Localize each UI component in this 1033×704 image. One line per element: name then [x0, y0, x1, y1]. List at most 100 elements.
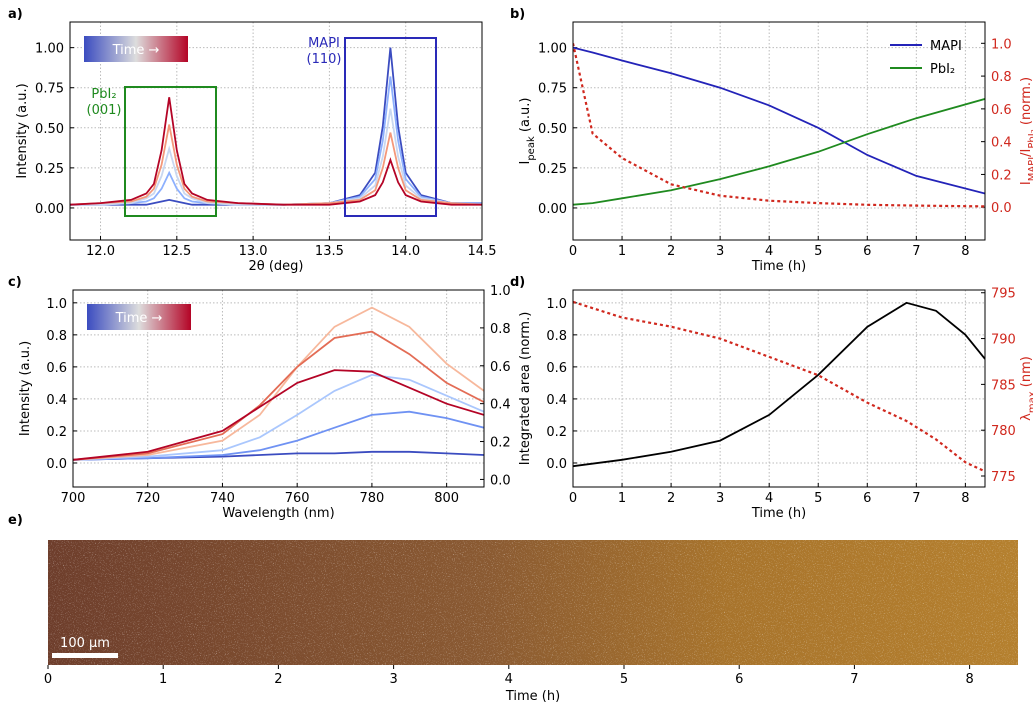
panel-label: c)	[8, 275, 22, 290]
panel-label: e)	[8, 513, 23, 528]
y-axis-label: Ipeak (a.u.)	[518, 97, 537, 164]
y-tick-label: 0.50	[35, 122, 64, 137]
x-tick-label: 780	[359, 491, 384, 506]
x-tick-label: 700	[61, 491, 86, 506]
y-tick-label: 1.00	[35, 42, 64, 57]
series-line	[573, 300, 985, 473]
y-tick-label: 1.00	[538, 42, 567, 57]
legend-label: PbI₂	[930, 62, 955, 77]
y2-tick-label: 0.2	[991, 168, 1012, 183]
x-tick-label: 7	[912, 244, 920, 259]
label-part: MAPI	[1027, 157, 1033, 181]
y-tick-label: 0.4	[546, 393, 567, 408]
y-tick-label: 0.25	[35, 162, 64, 177]
y-tick-label: 0.0	[546, 457, 567, 472]
micrograph-speckle	[48, 540, 1018, 665]
y2-tick-label: 0.8	[490, 322, 511, 337]
y2-tick-label: 0.6	[991, 103, 1012, 118]
x-tick-label: 14.0	[391, 244, 420, 259]
plot-frame	[572, 289, 986, 488]
x-tick-label: 7	[912, 491, 920, 506]
x-tick-label: 8	[961, 244, 969, 259]
x-tick-label: 2	[667, 491, 675, 506]
scale-bar-label: 100 µm	[60, 636, 110, 651]
x-tick-label: 0	[569, 491, 577, 506]
x-axis-label: Time (h)	[751, 259, 806, 274]
x-tick-label: 5	[814, 244, 822, 259]
label-part: max	[1027, 391, 1033, 413]
series-line	[73, 373, 484, 461]
x-tick-label: 800	[434, 491, 459, 506]
label-part: PbI₂	[1027, 129, 1033, 148]
y-tick-label: 0.6	[546, 361, 567, 376]
y-tick-label: 0.0	[46, 457, 67, 472]
x-tick-label: 4	[765, 244, 773, 259]
x-tick-label: 6	[735, 672, 743, 687]
y2-tick-label: 0.8	[991, 70, 1012, 85]
series-line	[573, 43, 985, 208]
series-line	[573, 46, 985, 195]
y-axis-label: Intensity (a.u.)	[15, 83, 30, 178]
series-line	[73, 410, 484, 461]
y2-tick-label: 1.0	[991, 37, 1012, 52]
y-tick-label: 0.6	[46, 361, 67, 376]
y2-tick-label: 0.0	[991, 201, 1012, 216]
series-line	[73, 369, 484, 461]
series-line	[70, 76, 482, 206]
y-tick-label: 1.0	[46, 297, 67, 312]
series-line	[70, 97, 482, 206]
x-tick-label: 12.0	[86, 244, 115, 259]
x-tick-label: 8	[965, 672, 973, 687]
x-axis-label: Wavelength (nm)	[222, 506, 334, 521]
x-axis-label: Time (h)	[751, 506, 806, 521]
scale-bar	[52, 653, 118, 658]
x-tick-label: 1	[159, 672, 167, 687]
x-axis-label: Time (h)	[505, 689, 560, 704]
annotation: (110)	[307, 52, 342, 67]
x-tick-label: 4	[505, 672, 513, 687]
label-part: λ	[1019, 413, 1033, 421]
x-tick-label: 1	[618, 491, 626, 506]
colorbar	[87, 304, 191, 330]
series-line	[73, 330, 484, 461]
y-tick-label: 0.00	[538, 202, 567, 217]
x-axis-label: 2θ (deg)	[248, 259, 303, 274]
x-tick-label: 0	[44, 672, 52, 687]
y-axis-label: Integrated area (norm.)	[518, 312, 533, 466]
x-tick-label: 2	[667, 244, 675, 259]
x-tick-label: 3	[716, 491, 724, 506]
x-tick-label: 7	[850, 672, 858, 687]
x-tick-label: 760	[285, 491, 310, 506]
x-tick-label: 8	[961, 491, 969, 506]
x-tick-label: 2	[274, 672, 282, 687]
panel-label: d)	[510, 275, 525, 290]
y-tick-label: 0.8	[46, 329, 67, 344]
peak-box	[344, 37, 437, 217]
x-tick-label: 720	[135, 491, 160, 506]
series-line	[70, 47, 482, 206]
y2-axis-label: IMAPI/IPbI₂ (norm.)	[1019, 77, 1033, 185]
x-tick-label: 1	[618, 244, 626, 259]
series-line	[73, 306, 484, 461]
y2-tick-label: 0.2	[490, 436, 511, 451]
plot-frame	[572, 21, 986, 241]
y2-tick-label: 1.0	[490, 284, 511, 299]
x-tick-label: 3	[389, 672, 397, 687]
y-tick-label: 0.4	[46, 393, 67, 408]
y-tick-label: 0.2	[46, 425, 67, 440]
plot-frame	[72, 289, 485, 488]
x-tick-label: 13.0	[239, 244, 268, 259]
x-tick-label: 740	[210, 491, 235, 506]
label-part: /I	[1019, 149, 1033, 157]
y2-tick-label: 780	[991, 424, 1016, 439]
x-tick-label: 13.5	[315, 244, 344, 259]
y-tick-label: 0.25	[538, 162, 567, 177]
y2-tick-label: 0.4	[490, 398, 511, 413]
series-line	[573, 301, 985, 468]
y2-tick-label: 775	[991, 470, 1016, 485]
x-tick-label: 3	[716, 244, 724, 259]
y-tick-label: 0.00	[35, 202, 64, 217]
y-tick-label: 0.50	[538, 122, 567, 137]
plot-frame	[69, 21, 483, 241]
x-tick-label: 5	[814, 491, 822, 506]
